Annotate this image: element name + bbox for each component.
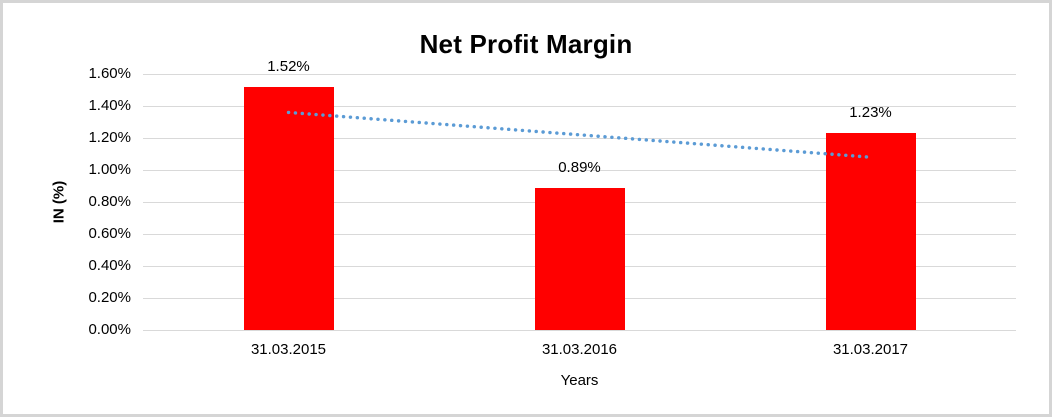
y-axis-tick-label: 0.00% [88,321,131,338]
y-axis-tick-label: 0.60% [88,225,131,242]
x-axis-tick-label: 31.03.2017 [832,341,909,358]
bar-31.03.2017 [825,133,916,330]
y-axis-tick-label: 0.80% [88,193,131,210]
bar-value-label: 0.89% [558,158,601,176]
trendline-svg [286,110,873,159]
x-axis-title: Years [560,372,599,389]
y-axis-tick-label: 1.00% [88,161,131,178]
y-axis-tick-label: 1.60% [88,65,131,82]
y-axis-tick-label: 0.40% [88,257,131,274]
chart-title: Net Profit Margin [419,29,633,59]
x-axis-tick-label: 31.03.2016 [541,341,618,358]
gridline [143,73,1016,75]
y-axis-tick-label: 1.40% [88,97,131,114]
bar-31.03.2015 [243,86,334,330]
bar-31.03.2016 [534,187,625,330]
x-axis-tick-label: 31.03.2015 [250,341,327,358]
trendline [286,110,873,159]
bar-value-label: 1.23% [849,104,892,122]
gridline [143,329,1016,331]
bar-value-label: 1.52% [267,57,310,75]
y-axis-tick-label: 0.20% [88,289,131,306]
y-axis-title: IN (%) [50,180,68,224]
y-axis-tick-label: 1.20% [88,129,131,146]
gridline [143,105,1016,107]
gridline [143,137,1016,139]
gridline [143,169,1016,171]
